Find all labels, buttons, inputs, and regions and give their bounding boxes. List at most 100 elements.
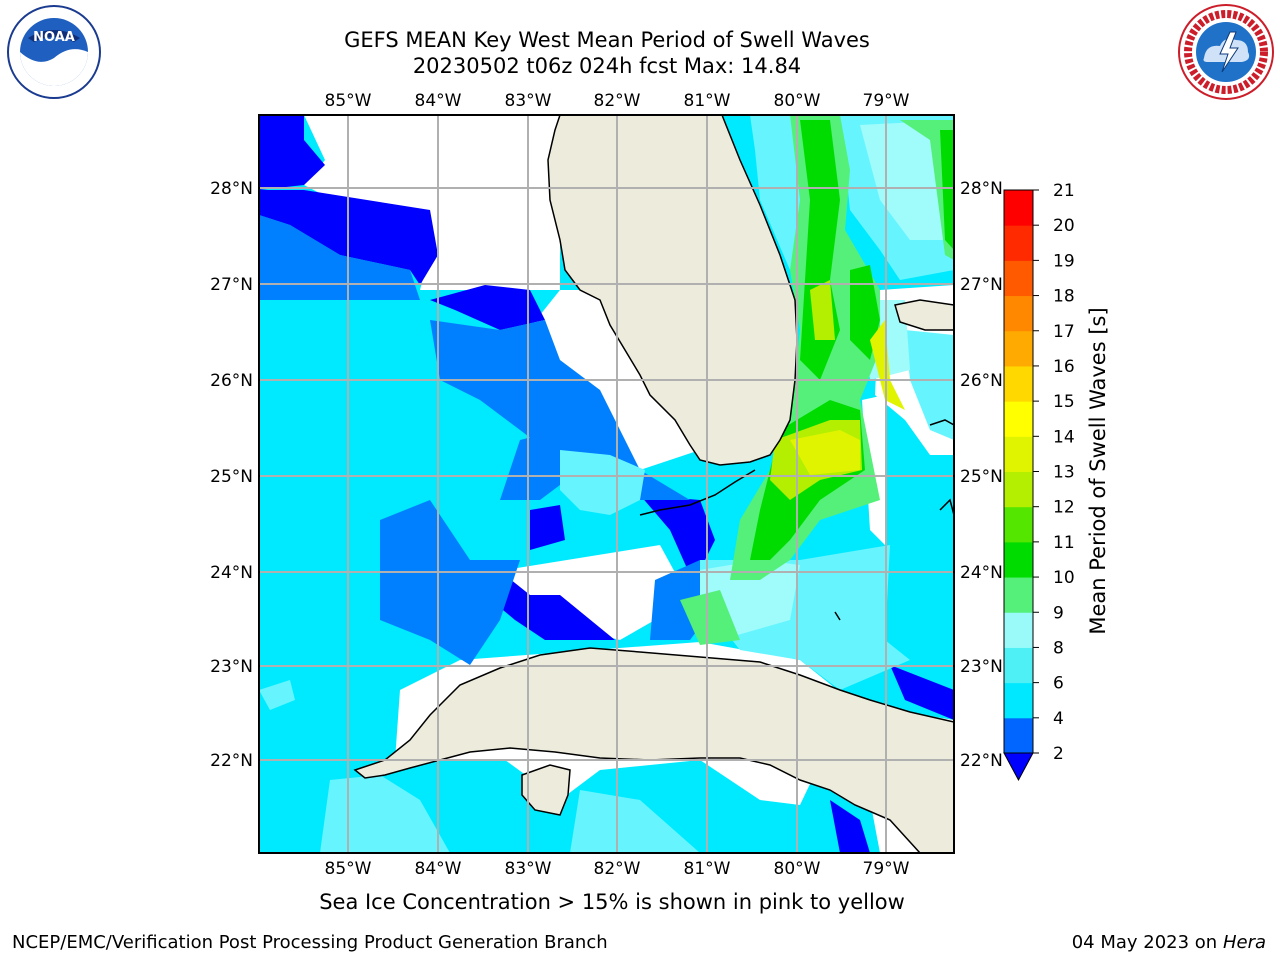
swell-band-2 bbox=[530, 505, 565, 550]
colorbar-tick-label: 8 bbox=[1053, 638, 1064, 658]
colorbar-tick-label: 6 bbox=[1053, 674, 1064, 694]
swell-band-10 bbox=[850, 265, 880, 360]
swell-band-6 bbox=[259, 680, 295, 710]
noaa-logo-icon: NOAA bbox=[7, 5, 101, 99]
swell-band-4 bbox=[259, 215, 420, 300]
florida-keys bbox=[639, 469, 756, 516]
colorbar-segment bbox=[1004, 225, 1033, 261]
lon-label: 84°W bbox=[415, 91, 462, 111]
nws-logo-icon bbox=[1178, 4, 1274, 100]
lon-label: 82°W bbox=[594, 859, 641, 879]
colorbar-tick-label: 16 bbox=[1053, 357, 1075, 377]
swell-band-14 bbox=[790, 430, 860, 475]
colorbar-tick-label: 13 bbox=[1053, 463, 1075, 483]
lon-label: 79°W bbox=[863, 859, 910, 879]
lon-label: 85°W bbox=[325, 859, 372, 879]
lon-label: 83°W bbox=[505, 859, 552, 879]
bahamas-land bbox=[894, 299, 954, 331]
swell-band-14 bbox=[870, 320, 905, 410]
lon-label: 81°W bbox=[684, 859, 731, 879]
lat-labels-right: 28°N 27°N 26°N 25°N 24°N 23°N 22°N bbox=[960, 179, 1003, 771]
florida-land bbox=[547, 115, 798, 466]
lat-label: 26°N bbox=[960, 371, 1003, 391]
map-title: GEFS MEAN Key West Mean Period of Swell … bbox=[344, 28, 870, 52]
lat-labels-left: 28°N 27°N 26°N 25°N 24°N 23°N 22°N bbox=[210, 179, 253, 771]
colorbar-tick-label: 14 bbox=[1053, 427, 1075, 447]
colorbar-segment bbox=[1004, 577, 1033, 613]
swell-band-6 bbox=[560, 450, 645, 515]
colorbar-extend-min bbox=[1003, 752, 1034, 782]
cuba-land bbox=[353, 647, 954, 853]
swell-band-8 bbox=[860, 120, 954, 240]
colorbar-segment bbox=[1004, 612, 1033, 648]
colorbar-segment bbox=[1004, 647, 1033, 684]
lat-label: 26°N bbox=[210, 371, 253, 391]
lon-label: 79°W bbox=[863, 91, 910, 111]
colorbar-segment bbox=[1004, 365, 1033, 402]
colorbar-tick-label: 2 bbox=[1053, 744, 1064, 764]
isla-de-la-juventud bbox=[521, 764, 571, 816]
swell-band-2 bbox=[830, 800, 870, 853]
colorbar-tick-label: 17 bbox=[1053, 322, 1075, 342]
bahamas-land bbox=[834, 419, 954, 621]
map-field bbox=[259, 115, 954, 853]
colorbar-tick-label: 20 bbox=[1053, 216, 1075, 236]
colorbar-segment bbox=[1004, 260, 1033, 297]
lat-label: 25°N bbox=[210, 467, 253, 487]
colorbar-segment bbox=[1004, 436, 1033, 472]
lat-label: 28°N bbox=[960, 179, 1003, 199]
swell-band-6 bbox=[905, 330, 954, 440]
lon-label: 85°W bbox=[325, 91, 372, 111]
map-subtitle: 20230502 t06z 024h fcst Max: 14.84 bbox=[412, 54, 802, 78]
swell-band-9 bbox=[680, 590, 740, 645]
map-frame bbox=[258, 114, 955, 854]
swell-band-2 bbox=[259, 115, 325, 190]
swell-band-2 bbox=[485, 575, 615, 640]
lat-label: 24°N bbox=[210, 563, 253, 583]
lat-label: 25°N bbox=[960, 467, 1003, 487]
colorbar-tick-label: 15 bbox=[1053, 392, 1075, 412]
colorbar-segment bbox=[1004, 541, 1033, 578]
colorbar-segment bbox=[1004, 190, 1033, 226]
lon-labels-bottom: 85°W 84°W 83°W 82°W 81°W 80°W 79°W bbox=[325, 859, 910, 879]
lat-label: 22°N bbox=[960, 751, 1003, 771]
colorbar-segment bbox=[1004, 471, 1033, 508]
swell-band-2 bbox=[890, 665, 954, 720]
colorbar-tick-label: 9 bbox=[1053, 603, 1064, 623]
swell-band-4 bbox=[380, 500, 520, 665]
swell-band-9 bbox=[900, 120, 954, 260]
noaa-logo-text: NOAA bbox=[33, 30, 75, 45]
lat-label: 27°N bbox=[960, 275, 1003, 295]
colorbar-segment bbox=[1004, 682, 1033, 719]
graticule bbox=[259, 115, 954, 853]
lat-label: 28°N bbox=[210, 179, 253, 199]
colorbar-tick-label: 12 bbox=[1053, 498, 1075, 518]
colorbar-segment bbox=[1004, 717, 1033, 754]
colorbar-segment bbox=[1004, 401, 1033, 437]
swell-band-4 bbox=[430, 320, 690, 500]
lon-label: 81°W bbox=[684, 91, 731, 111]
lat-label: 23°N bbox=[960, 657, 1003, 677]
swell-band-6 bbox=[320, 775, 450, 853]
lon-label: 84°W bbox=[415, 859, 462, 879]
lon-label: 80°W bbox=[774, 91, 821, 111]
render-date: 04 May 2023 on bbox=[1071, 932, 1218, 953]
lat-label: 24°N bbox=[960, 563, 1003, 583]
colorbar-segment bbox=[1004, 295, 1033, 332]
colorbar-tick-label: 10 bbox=[1053, 568, 1075, 588]
render-info: 04 May 2023 on Hera bbox=[1072, 932, 1266, 953]
colorbar: 2 4 6 8 9 10 11 12 13 14 15 16 17 18 19 20 21 bbox=[1003, 181, 1075, 782]
colorbar-tick-label: 4 bbox=[1053, 709, 1064, 729]
colorbar-segment bbox=[1004, 330, 1033, 367]
colorbar-tick-label: 18 bbox=[1053, 287, 1075, 307]
lat-label: 27°N bbox=[210, 275, 253, 295]
render-machine: Hera bbox=[1222, 932, 1266, 953]
sea-ice-note: Sea Ice Concentration > 15% is shown in … bbox=[319, 890, 905, 914]
swell-band-6 bbox=[750, 115, 800, 270]
swell-band-2 bbox=[640, 495, 715, 575]
lon-label: 80°W bbox=[774, 859, 821, 879]
colorbar-segment bbox=[1004, 506, 1033, 543]
colorbar-tick-label: 19 bbox=[1053, 251, 1075, 271]
nodata-region bbox=[304, 115, 560, 290]
